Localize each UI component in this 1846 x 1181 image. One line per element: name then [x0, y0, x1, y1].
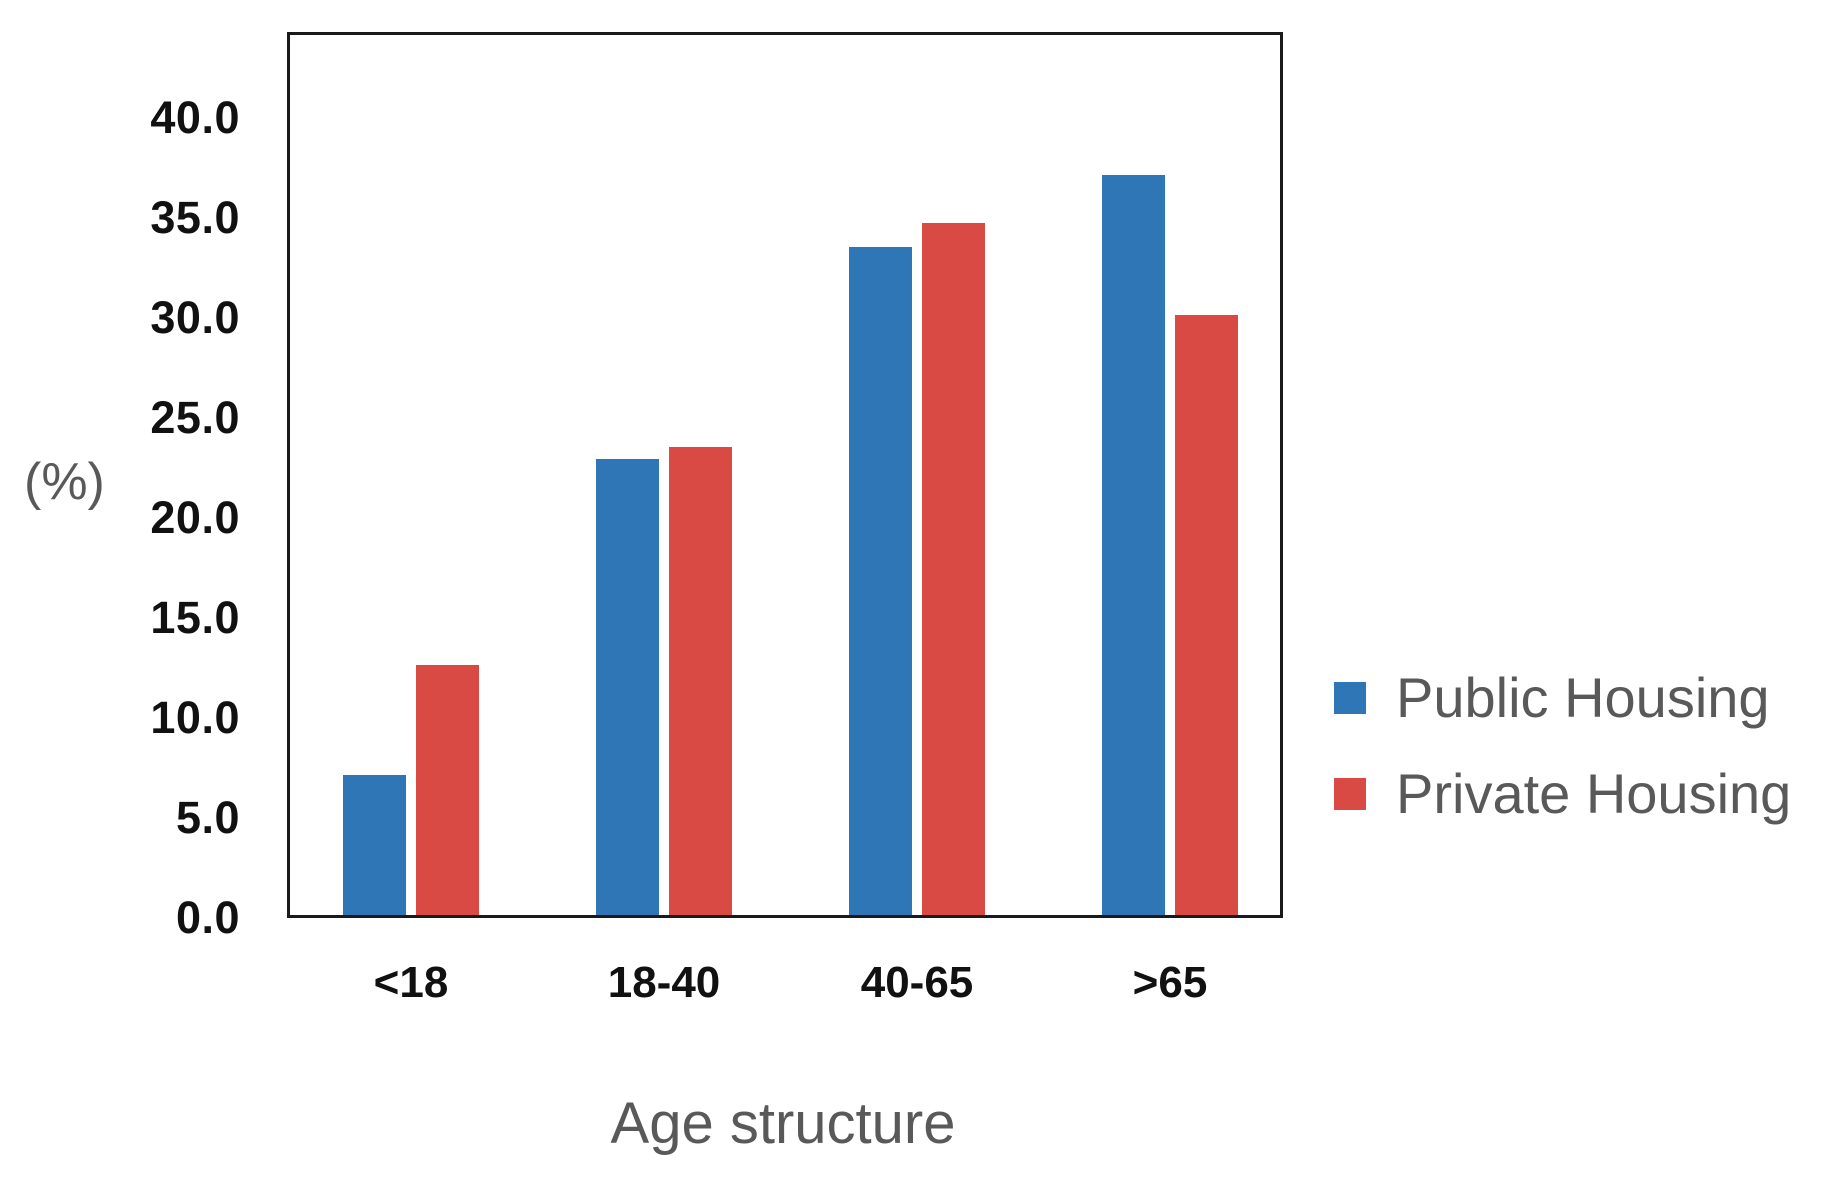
legend-item-public-housing: Public Housing — [1334, 666, 1770, 729]
y-tick-label-15.0: 15.0 — [150, 592, 240, 643]
y-tick-label-20.0: 20.0 — [150, 492, 240, 543]
x-tick-label-1: 18-40 — [607, 958, 721, 1007]
bar-private-3 — [1175, 315, 1238, 915]
bar-private-0 — [416, 665, 479, 915]
plot-area — [287, 32, 1283, 918]
bar-public-3 — [1102, 175, 1165, 915]
y-tick-label-40.0: 40.0 — [150, 92, 240, 143]
bar-public-0 — [343, 775, 406, 915]
y-tick-label-25.0: 25.0 — [150, 392, 240, 443]
y-tick-label-0.0: 0.0 — [175, 892, 240, 943]
legend-label: Public Housing — [1396, 666, 1770, 729]
x-axis-title: Age structure — [610, 1091, 956, 1156]
legend-swatch-icon — [1334, 778, 1366, 810]
y-tick-label-5.0: 5.0 — [175, 792, 240, 843]
x-tick-label-3: >65 — [1132, 958, 1208, 1007]
y-axis-label: (%) — [24, 453, 105, 511]
bar-private-2 — [922, 223, 985, 915]
y-tick-label-30.0: 30.0 — [150, 292, 240, 343]
legend-item-private-housing: Private Housing — [1334, 762, 1792, 825]
x-tick-label-2: 40-65 — [860, 958, 974, 1007]
bar-private-1 — [669, 447, 732, 915]
bar-public-1 — [596, 459, 659, 915]
bar-public-2 — [849, 247, 912, 915]
x-tick-label-0: <18 — [373, 958, 449, 1007]
legend-swatch-icon — [1334, 682, 1366, 714]
y-tick-label-10.0: 10.0 — [150, 692, 240, 743]
y-tick-label-35.0: 35.0 — [150, 192, 240, 243]
legend-label: Private Housing — [1396, 762, 1792, 825]
